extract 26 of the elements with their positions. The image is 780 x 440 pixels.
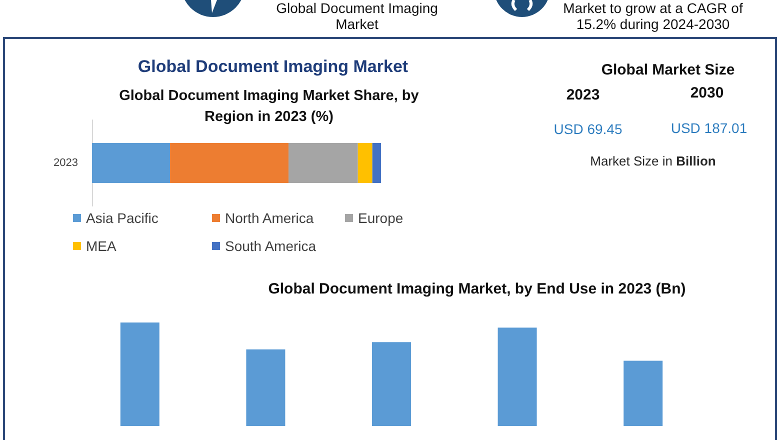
- bar: [92, 143, 170, 183]
- bar: [246, 349, 286, 426]
- bar: [170, 143, 289, 183]
- chart-title: Global Document Imaging Market, by End Use in 2023 (Bn): [268, 280, 686, 298]
- legend-label: Europe: [358, 210, 404, 226]
- legend-label: MEA: [86, 238, 117, 254]
- text: Global Document Imaging Market: [275, 0, 439, 32]
- chart-title: Global Document Imaging Market: [138, 57, 408, 77]
- bar: [358, 143, 372, 183]
- text: Market to grow at a CAGR of 15.2% during 2024-2030: [562, 0, 744, 32]
- text: 2023: [566, 86, 600, 104]
- text: USD 69.45: [554, 121, 622, 137]
- chart-subtitle: Global Document Imaging Market Share, by Region in 2023 (%): [118, 87, 420, 127]
- bar: [120, 322, 160, 426]
- bar: [498, 328, 537, 426]
- bar: [372, 342, 411, 426]
- bar: [288, 143, 358, 183]
- text: USD 187.01: [670, 120, 748, 136]
- text: Market Size in Billion: [590, 154, 716, 168]
- text: Global Market Size: [601, 62, 735, 78]
- bar: [624, 360, 663, 426]
- legend-label: Asia Pacific: [86, 210, 158, 226]
- legend-label: North America: [225, 210, 314, 226]
- bar: [372, 143, 381, 183]
- legend-label: South America: [225, 238, 316, 254]
- text: 2030: [690, 84, 724, 102]
